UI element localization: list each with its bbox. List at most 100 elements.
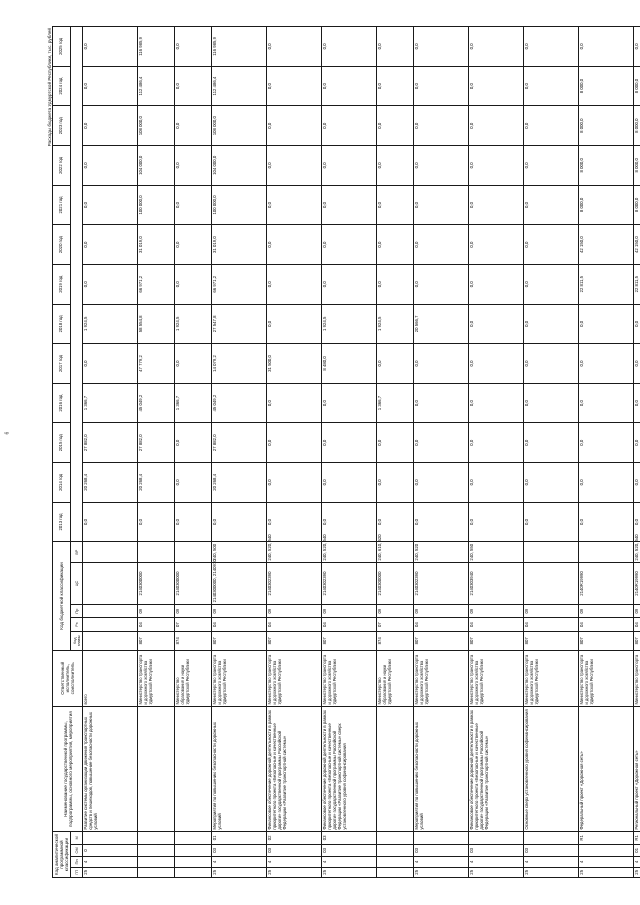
cell-value-2016 год: 1 366,7 xyxy=(174,383,212,423)
cell-responsible: Министерство транспорта и дорожного хозя… xyxy=(321,650,377,707)
cell-value-2018 год: 0,0 xyxy=(633,304,640,344)
budget-table: Код аналитической программной классифика… xyxy=(52,26,640,878)
cell-pp: 4 xyxy=(578,856,634,868)
cell-value-2016 год: 0,0 xyxy=(578,383,634,423)
cell-value-2024 год: 0,0 xyxy=(174,66,212,106)
cell-cs: 2140300000 xyxy=(137,562,175,605)
cell-value-2022 год: 104 000,0 xyxy=(137,145,175,186)
cell-m xyxy=(413,831,469,845)
cell-responsible: Министерство транспорта и дорожного хозя… xyxy=(578,650,634,707)
cell-gp: 25 xyxy=(82,867,138,878)
cell-rz: 07 xyxy=(174,617,212,632)
cell-om: 01 xyxy=(633,844,640,857)
cell-value-2017 год: 0,0 xyxy=(523,343,579,384)
cell-value-2025 год: 116 985,9 xyxy=(137,26,175,67)
cell-m xyxy=(82,831,138,845)
cell-pr: 09 xyxy=(321,604,377,618)
header-year-2013: 2013 год xyxy=(52,502,71,542)
table-row: 25 4 R1 Федеральный проект «Дорожная сеть» М… xyxy=(578,26,634,878)
header-name: Наименование государственной программы, … xyxy=(52,706,83,832)
header-rz: Рз xyxy=(70,617,83,632)
cell-rz: 04 xyxy=(137,617,175,632)
cell-vr xyxy=(523,541,579,563)
cell-value-2018 год: 27 547,8 xyxy=(211,304,267,344)
header-responsible: Ответственный исполнитель, соисполнитель xyxy=(52,650,83,707)
cell-value-2021 год: 8 000,0 xyxy=(633,185,640,225)
cell-value-2017 год: 0,0 xyxy=(174,343,212,384)
cell-value-2014 год: 0,0 xyxy=(413,462,469,503)
cell-value-2023 год: 0,0 xyxy=(82,105,138,146)
table-row: 25 4 03 Мероприятия по повышению безопаснос… xyxy=(413,26,469,878)
cell-value-2025 год: 0,0 xyxy=(468,26,524,67)
cell-value-2017 год: 14 079,2 xyxy=(211,343,267,384)
cell-value-2015 год: 27 882,0 xyxy=(82,422,138,463)
cell-om: 03 xyxy=(321,844,377,857)
cell-value-2018 год: 0,0 xyxy=(468,304,524,344)
cell-pp: 4 xyxy=(468,856,524,868)
cell-value-2015 год: 27 882,0 xyxy=(211,422,267,463)
header-year-2024: 2024 год xyxy=(52,66,71,106)
cell-value-2024 год: 112 486,4 xyxy=(137,66,175,106)
header-vr: ВР xyxy=(70,541,83,563)
cell-m xyxy=(376,831,414,845)
cell-value-2023 год: 0,0 xyxy=(174,105,212,146)
cell-m xyxy=(523,831,579,845)
cell-value-2025 год: 0,0 xyxy=(578,26,634,67)
cell-pr: 09 xyxy=(376,604,414,618)
cell-value-2014 год: 20 268,4 xyxy=(137,462,175,503)
table-row: 25 4 03 01 Мероприятия по повышению безопасн… xyxy=(211,26,267,878)
cell-value-2021 год: 0,0 xyxy=(266,185,322,225)
cell-value-2025 год: 116 985,9 xyxy=(211,26,267,67)
cell-value-2023 год: 0,0 xyxy=(523,105,579,146)
cell-value-2025 год: 0,0 xyxy=(266,26,322,67)
cell-glava: 807 xyxy=(578,631,634,651)
cell-m: 02 xyxy=(266,831,322,845)
cell-value-2017 год: 0,0 xyxy=(468,343,524,384)
cell-value-2016 год: 45 049,2 xyxy=(137,383,175,423)
cell-value-2014 год: 0,0 xyxy=(578,462,634,503)
header-year-2018: 2018 год xyxy=(52,304,71,344)
cell-pp: 4 xyxy=(413,856,469,868)
cell-vr: 240, 520, 540 xyxy=(266,534,322,563)
header-year-2019: 2019 год xyxy=(52,264,71,305)
cell-value-2020 год: 0,0 xyxy=(376,224,414,265)
cell-cs xyxy=(523,562,579,605)
cell-value-2021 год: 0,0 xyxy=(174,185,212,225)
cell-value-2019 год: 0,0 xyxy=(468,264,524,305)
header-code-analytic: Код аналитической программной классифика… xyxy=(52,831,71,878)
cell-cs: 2140300000, 2140970 xyxy=(211,559,267,605)
cell-value-2021 год: 100 000,0 xyxy=(211,185,267,225)
cell-pr: 09 xyxy=(211,604,267,618)
cell-value-2015 год: 27 882,0 xyxy=(137,422,175,463)
cell-value-2018 год: 1 924,5 xyxy=(321,304,377,344)
cell-pp xyxy=(376,856,414,868)
cell-value-2025 год: 0,0 xyxy=(523,26,579,67)
cell-vr xyxy=(82,541,138,563)
cell-name xyxy=(137,706,175,832)
cell-value-2015 год: 0,0 xyxy=(468,422,524,463)
header-row-group: Код аналитической программной классифика… xyxy=(52,26,83,878)
cell-glava xyxy=(82,631,138,651)
cell-name: Мероприятия по повышению безопасности до… xyxy=(413,706,469,832)
cell-value-2022 год: 8 000,0 xyxy=(578,145,634,186)
table-body: 25 4 0 Развитие системы организации движени… xyxy=(82,26,640,878)
cell-value-2023 год: 0,0 xyxy=(413,105,469,146)
cell-responsible: Министерство образования и науки Удмуртс… xyxy=(174,650,212,707)
cell-value-2021 год: 0,0 xyxy=(468,185,524,225)
header-year-2016: 2016 год xyxy=(52,383,71,423)
cell-name: Финансовое обеспечение дорожной деятельн… xyxy=(321,706,377,832)
cell-vr xyxy=(174,541,212,563)
cell-gp: 25 xyxy=(211,867,267,878)
cell-glava: 807 xyxy=(137,631,175,651)
cell-pp: 4 xyxy=(321,856,377,868)
cell-value-2022 год: 0,0 xyxy=(321,145,377,186)
header-year-2021: 2021 год xyxy=(52,185,71,225)
cell-value-2018 год: 0,0 xyxy=(523,304,579,344)
cell-value-2019 год: 66 971,2 xyxy=(137,264,175,305)
cell-pr xyxy=(82,604,138,618)
cell-value-2019 год: 0,0 xyxy=(321,264,377,305)
table-row: 25 4 0 Развитие системы организации движени… xyxy=(82,26,138,878)
cell-responsible: Министерство транспорта и дорожного хозя… xyxy=(413,650,469,707)
cell-om xyxy=(578,844,634,857)
cell-value-2019 год: 0,0 xyxy=(376,264,414,305)
